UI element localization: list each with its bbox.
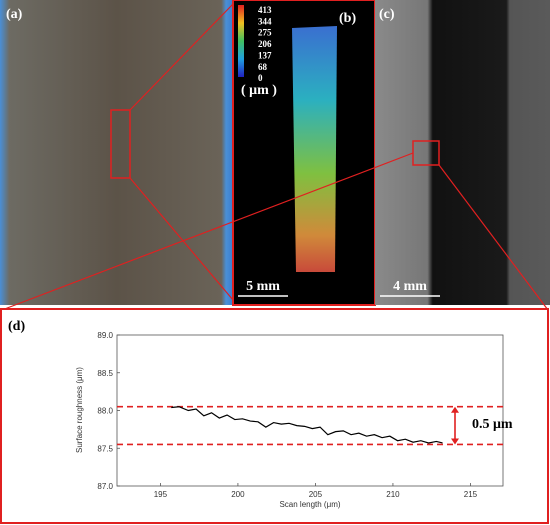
y-tick-label: 88.0 — [97, 407, 113, 416]
connector — [438, 164, 549, 311]
y-tick-label: 89.0 — [97, 331, 113, 340]
data-line — [171, 406, 443, 444]
connector — [129, 3, 234, 111]
annotation: 0.5 μm — [472, 417, 513, 432]
panel-label: (c) — [379, 7, 395, 22]
x-tick-label: 215 — [464, 490, 478, 499]
y-tick-label: 88.5 — [97, 369, 113, 378]
x-tick-label: 210 — [386, 490, 400, 499]
panel-label: (a) — [6, 7, 23, 22]
colorbar-unit: ( μm ) — [241, 83, 277, 98]
colorbar-label: 413 — [258, 5, 272, 15]
roi-a — [110, 109, 131, 179]
connector — [129, 177, 234, 301]
panel-d — [0, 308, 549, 524]
y-tick-label: 87.5 — [97, 444, 113, 453]
colorbar-label: 344 — [258, 16, 272, 26]
colorbar-label: 206 — [258, 39, 272, 49]
colorbar-label: 68 — [258, 62, 268, 72]
scale-label: 5 mm — [246, 279, 280, 294]
y-axis-label: Surface roughness (μm) — [75, 367, 84, 453]
arrow-head — [451, 438, 459, 445]
x-tick-label: 200 — [231, 490, 245, 499]
arrow-head — [451, 406, 459, 413]
colorbar-label: 275 — [258, 28, 272, 38]
photo-c — [375, 0, 550, 305]
colorbar — [238, 5, 244, 77]
x-tick-label: 205 — [309, 490, 323, 499]
colorbar-label: 137 — [258, 50, 272, 60]
x-tick-label: 195 — [154, 490, 168, 499]
colorbar-label: 0 — [258, 73, 263, 83]
panel-label: (d) — [8, 319, 25, 334]
connector — [1, 152, 414, 311]
x-axis-label: Scan length (μm) — [279, 500, 340, 509]
panel-label: (b) — [339, 11, 356, 26]
scale-label: 4 mm — [393, 279, 427, 294]
scan-strip — [292, 26, 337, 272]
y-tick-label: 87.0 — [97, 482, 113, 491]
